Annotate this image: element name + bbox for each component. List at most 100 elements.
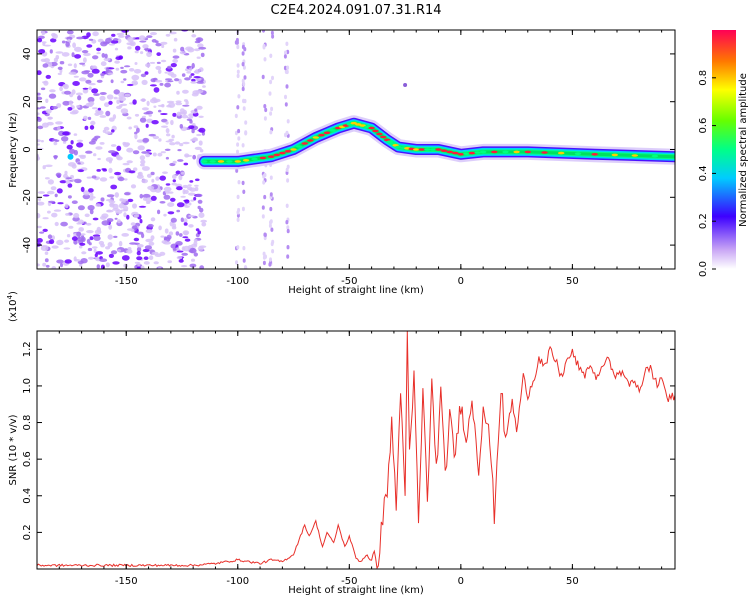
heatmap-cell (53, 209, 62, 212)
heatmap-cell (264, 107, 268, 113)
heatmap-cell (78, 227, 84, 232)
heatmap-cell (96, 79, 103, 83)
heatmap-cell (121, 255, 130, 261)
heatmap-cell (134, 62, 138, 65)
heatmap-cell (176, 186, 183, 191)
heatmap-cell (80, 233, 86, 236)
heatmap-cell (150, 195, 157, 201)
heatmap-cell (68, 100, 73, 106)
heatmap-cell (188, 202, 192, 206)
heatmap-cell (54, 193, 58, 198)
heatmap-cell (69, 111, 78, 115)
y-tick-label: 20 (22, 95, 33, 108)
heatmap-cell (139, 155, 146, 161)
heatmap-cell (99, 115, 107, 118)
heatmap-cell (42, 262, 47, 267)
heatmap-cell (285, 69, 289, 75)
heatmap-cell (186, 116, 194, 119)
heatmap-cell (142, 193, 151, 199)
heatmap-cell (105, 157, 113, 162)
heatmap-cell (134, 113, 140, 117)
heatmap-cell (124, 192, 131, 196)
heatmap-cell (197, 230, 201, 235)
heatmap-cell (85, 79, 92, 84)
heatmap-cell (155, 43, 162, 47)
heatmap-cell (196, 133, 202, 137)
heatmap-cell (104, 53, 108, 59)
y-tick-label: 1.0 (22, 378, 33, 394)
heatmap-cell (269, 206, 273, 212)
spectrogram-xlabel: Height of straight line (km) (288, 285, 424, 296)
heatmap-cell (101, 220, 110, 226)
heatmap-cell (144, 245, 152, 250)
y-tick-label: -20 (22, 189, 33, 205)
ridge-hotspot (513, 150, 520, 154)
heatmap-cell (155, 79, 163, 83)
heatmap-cell (88, 38, 94, 41)
heatmap-cell (268, 91, 272, 96)
heatmap-cell (269, 111, 273, 116)
heatmap-cell (43, 44, 51, 47)
heatmap-cell (176, 256, 183, 260)
heatmap-cell (283, 65, 287, 71)
ridge-hotspot (541, 151, 548, 154)
heatmap-cell (263, 116, 267, 121)
heatmap-cell (92, 217, 99, 221)
colorbar-tick-label: 0.6 (698, 118, 709, 134)
ridge-hotspot (380, 135, 387, 139)
y-tick-label: 40 (22, 48, 33, 61)
heatmap-cell (37, 154, 40, 160)
heatmap-cell (155, 40, 159, 44)
heatmap-cell (95, 203, 101, 207)
heatmap-cell (99, 142, 105, 145)
heatmap-cell (119, 198, 125, 202)
colorbar-gradient (712, 30, 736, 269)
heatmap-cell (126, 214, 130, 220)
heatmap-cell (83, 115, 88, 121)
heatmap-cell (92, 55, 99, 60)
heatmap-cell (163, 194, 171, 200)
heatmap-cell (263, 104, 267, 109)
heatmap-cell (182, 89, 189, 94)
heatmap-cell (190, 81, 197, 84)
heatmap-cell (145, 149, 152, 152)
spectrogram-ylabel: Frequency (Hz) (8, 112, 19, 188)
heatmap-cell (261, 74, 265, 80)
heatmap-cell (169, 142, 176, 146)
heatmap-cell (145, 238, 154, 243)
heatmap-cell (105, 110, 111, 117)
heatmap-cell (182, 236, 189, 239)
heatmap-cell (99, 258, 108, 263)
heatmap-cell (159, 201, 166, 204)
heatmap-cell (84, 213, 90, 218)
heatmap-cell (139, 193, 144, 199)
heatmap-cell (100, 197, 105, 202)
heatmap-cell (148, 255, 154, 260)
heatmap-cell (37, 107, 42, 110)
heatmap-cell (53, 155, 58, 160)
ridge-hotspot (301, 142, 308, 145)
heatmap-cell (111, 129, 115, 133)
x-tick-label: 0 (458, 276, 464, 287)
heatmap-cell (262, 251, 266, 256)
heatmap-cell (119, 97, 126, 102)
heatmap-cell (179, 124, 183, 129)
heatmap-cell (284, 132, 287, 138)
heatmap-cell (63, 247, 71, 250)
ridge-hotspot (234, 160, 241, 163)
heatmap-cell (171, 134, 175, 139)
heatmap-cell (132, 150, 140, 155)
heatmap-cell (198, 140, 203, 146)
heatmap-cell (113, 96, 118, 100)
spectrogram-panel: -150 -100 -50 0 50 -40 -20 0 20 40 Height of stra… (8, 29, 676, 296)
ridge-hotspot (251, 157, 258, 161)
heatmap-cell (42, 194, 50, 197)
heatmap-cell (269, 130, 273, 135)
heatmap-cell (172, 160, 177, 164)
heatmap-cell (76, 105, 81, 108)
heatmap-cell (126, 83, 134, 87)
heatmap-cell (243, 47, 247, 52)
heatmap-cell (242, 98, 245, 104)
heatmap-cell (77, 169, 85, 173)
heatmap-cell (135, 45, 141, 51)
